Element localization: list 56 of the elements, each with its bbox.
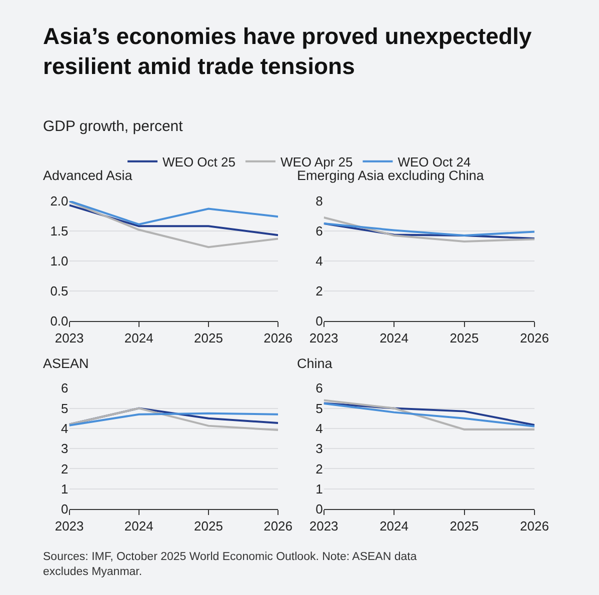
y-tick-label: 2.0: [50, 194, 68, 209]
line-series: [324, 222, 534, 236]
y-tick-label: 8: [316, 194, 323, 209]
y-tick-label: 2: [316, 283, 323, 298]
x-tick-label: 2025: [450, 330, 479, 346]
legend-label: WEO Oct 25: [162, 154, 236, 170]
x-tick-label: 2026: [520, 518, 549, 534]
chart-title: Advanced Asia: [43, 168, 133, 183]
y-tick-label: 3: [61, 441, 68, 456]
x-tick-label: 2023: [309, 518, 338, 534]
y-tick-label: 4: [316, 253, 323, 268]
y-tick-label: 0: [316, 502, 323, 517]
y-tick-label: 1.0: [50, 253, 68, 268]
text: GDP growth, percent: [43, 118, 184, 135]
chart-title: China: [297, 356, 333, 371]
y-tick-label: 0: [61, 502, 68, 517]
y-tick-label: 2: [316, 461, 323, 476]
line-series: [69, 200, 278, 248]
y-tick-label: 6: [316, 224, 323, 239]
legend-label: WEO Apr 25: [280, 154, 353, 170]
x-tick-label: 2023: [54, 518, 84, 534]
y-tick-label: 1.5: [50, 224, 68, 239]
y-tick-label: 2: [61, 461, 68, 476]
source-note: Sources: IMF, October 2025 World Economic Outlook. Note: ASEAN data excludes Myanmar.: [43, 551, 418, 578]
x-tick-label: 2025: [450, 518, 479, 534]
y-tick-label: 1: [61, 481, 68, 496]
x-tick-label: 2026: [520, 330, 549, 346]
chart-title: Emerging Asia excluding China: [297, 168, 484, 183]
y-tick-label: 1: [316, 481, 323, 496]
x-tick-label: 2025: [194, 518, 223, 534]
legend-label: WEO Oct 24: [398, 154, 471, 170]
x-tick-label: 2024: [380, 330, 408, 346]
x-tick-label: 2026: [264, 330, 293, 346]
y-tick-label: 6: [61, 380, 68, 396]
line-series: [324, 216, 534, 242]
chart-title: ASEAN: [43, 356, 89, 371]
y-tick-label: 0: [316, 313, 323, 328]
y-tick-label: 0.5: [50, 283, 68, 298]
y-tick-label: 3: [316, 441, 323, 456]
y-tick-label: 5: [316, 400, 323, 416]
y-tick-label: 4: [316, 420, 323, 436]
line-series: [69, 407, 278, 432]
y-tick-label: 5: [61, 400, 68, 416]
x-tick-label: 2024: [124, 518, 154, 534]
x-tick-label: 2025: [194, 330, 223, 346]
x-tick-label: 2026: [264, 518, 293, 534]
x-tick-label: 2023: [309, 330, 338, 346]
y-tick-label: 4: [61, 420, 68, 436]
line-series: [324, 222, 534, 240]
x-tick-label: 2024: [380, 518, 408, 534]
text: Asia’s economies have proved unexpectedly resilient amid trade tensions: [43, 23, 532, 79]
x-tick-label: 2024: [124, 330, 154, 346]
x-tick-label: 2023: [54, 330, 84, 346]
y-tick-label: 0.0: [50, 313, 68, 328]
line-series: [69, 200, 278, 226]
y-tick-label: 6: [316, 380, 323, 396]
